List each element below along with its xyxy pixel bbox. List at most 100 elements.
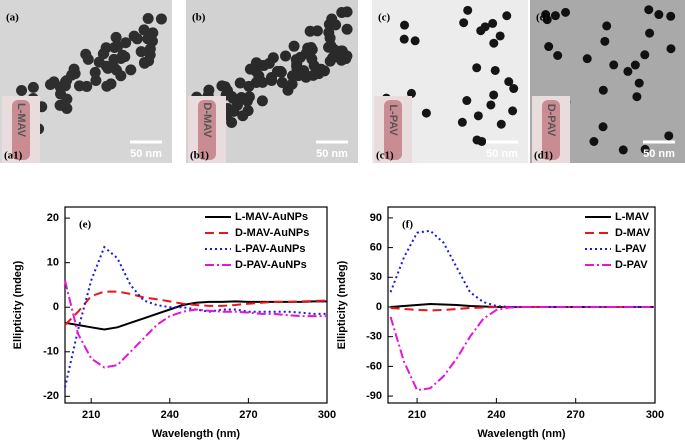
- y-tick-label: -90: [366, 390, 382, 402]
- nanoparticle: [135, 46, 147, 58]
- y-tick-label: 30: [370, 271, 382, 283]
- nanoparticle: [406, 88, 416, 98]
- nanoparticle: [256, 95, 268, 107]
- nanoparticle: [542, 15, 552, 25]
- x-tick-label: 300: [646, 409, 664, 421]
- nanoparticle: [203, 84, 215, 96]
- nanoparticle: [90, 75, 102, 87]
- nanoparticle: [489, 90, 499, 100]
- nanoparticle: [598, 85, 608, 95]
- panel-label: (b): [192, 12, 206, 24]
- vial: [12, 100, 30, 160]
- nanoparticle: [308, 60, 320, 72]
- nanoparticle: [250, 57, 262, 69]
- nanoparticle: [54, 81, 66, 93]
- nanoparticle: [108, 53, 120, 65]
- nanoparticle: [327, 52, 339, 64]
- nanoparticle: [463, 5, 473, 15]
- nanoparticle: [666, 11, 676, 21]
- nanoparticle: [221, 85, 233, 97]
- nanoparticle: [298, 65, 310, 77]
- nanoparticle: [623, 66, 633, 76]
- nanoparticle: [237, 110, 249, 122]
- x-tick-label: 240: [161, 409, 179, 421]
- nanoparticle: [410, 36, 420, 46]
- nanoparticle: [634, 78, 644, 88]
- nanoparticle: [294, 51, 306, 63]
- legend-label: D-PAV-AuNPs: [235, 259, 307, 271]
- nanoparticle: [318, 65, 330, 77]
- x-axis-label: Wavelength (nm): [477, 428, 566, 440]
- scale-bar-label: 50 nm: [643, 148, 675, 160]
- nanoparticle: [287, 70, 299, 82]
- legend-label: D-MAV: [615, 227, 651, 239]
- nanoparticle: [666, 44, 676, 54]
- nanoparticle: [421, 108, 431, 118]
- y-axis-label: Ellipticity (mdeg): [12, 260, 24, 349]
- nanoparticle: [486, 100, 496, 110]
- nanoparticle: [109, 42, 121, 54]
- nanoparticle: [131, 33, 143, 45]
- panel-label: (c): [378, 12, 391, 24]
- nanoparticle: [267, 52, 279, 64]
- y-tick-label: -10: [43, 346, 59, 358]
- nanoparticle: [400, 20, 410, 30]
- x-axis-label: Wavelength (nm): [152, 428, 241, 440]
- nanoparticle: [271, 65, 283, 77]
- nanoparticle: [488, 18, 498, 28]
- nanoparticle: [66, 69, 78, 81]
- panel-label: (f): [402, 219, 413, 231]
- nanoparticle: [654, 10, 664, 20]
- scale-bar-label: 50 nm: [130, 148, 162, 160]
- nanoparticle: [509, 84, 519, 94]
- nanoparticle: [496, 119, 506, 129]
- nanoparticle: [598, 122, 608, 132]
- nanoparticle: [502, 11, 512, 21]
- nanoparticle: [155, 13, 167, 25]
- x-tick-label: 300: [318, 409, 336, 421]
- vial: [542, 100, 560, 160]
- nanoparticle: [504, 77, 514, 87]
- nanoparticle: [473, 111, 483, 121]
- nanoparticle: [632, 92, 642, 102]
- nanoparticle: [111, 64, 123, 76]
- nanoparticle: [98, 48, 110, 60]
- nanoparticle: [323, 41, 335, 53]
- legend-label: L-MAV-AuNPs: [235, 211, 308, 223]
- nanoparticle: [323, 18, 335, 30]
- nanoparticle: [234, 77, 246, 89]
- series-line: [64, 290, 328, 326]
- inset-label: (d1): [534, 150, 553, 162]
- nanoparticle: [609, 60, 619, 70]
- y-tick-label: 10: [47, 257, 59, 269]
- nanoparticle: [311, 25, 323, 37]
- nanoparticle: [457, 117, 467, 127]
- nanoparticle: [602, 21, 612, 31]
- x-tick-label: 270: [239, 409, 257, 421]
- nanoparticle: [341, 6, 353, 18]
- nanoparticle: [142, 13, 154, 25]
- nanoparticle: [280, 50, 292, 62]
- panel-label: (d): [536, 12, 550, 24]
- nanoparticle: [476, 26, 486, 36]
- nanoparticle: [630, 60, 640, 70]
- nanoparticle: [147, 27, 159, 39]
- y-tick-label: 0: [53, 301, 59, 313]
- nanoparticle: [241, 95, 253, 107]
- nanoparticle: [618, 145, 628, 155]
- y-tick-label: 90: [370, 212, 382, 224]
- nanoparticle: [544, 42, 554, 52]
- nanoparticle: [477, 136, 487, 146]
- inset-label: (b1): [190, 150, 209, 162]
- nanoparticle: [600, 36, 610, 46]
- nanoparticle: [138, 24, 150, 36]
- nanoparticle: [257, 76, 269, 88]
- plot-frame: [387, 206, 656, 404]
- y-tick-label: -20: [43, 390, 59, 402]
- nanoparticle: [490, 65, 500, 75]
- nanoparticle: [250, 65, 262, 77]
- nanoparticle: [640, 50, 650, 60]
- nanoparticle: [89, 66, 101, 78]
- nanoparticle: [61, 102, 73, 114]
